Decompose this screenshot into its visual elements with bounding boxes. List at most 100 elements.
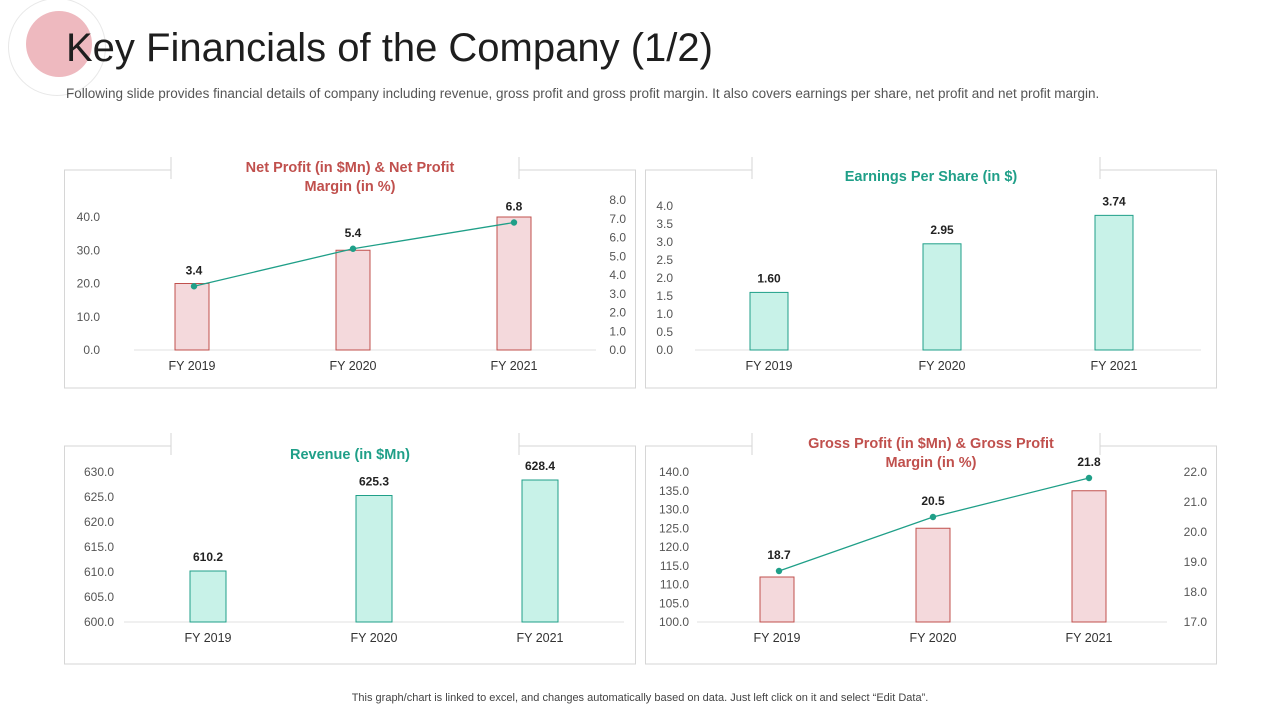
- line-data-label: 20.5: [921, 494, 945, 508]
- x-tick-label: FY 2020: [909, 631, 956, 645]
- net-profit-chart[interactable]: Net Profit (in $Mn) & Net Profit Margin (…: [64, 156, 636, 389]
- line-data-label: 6.8: [506, 200, 523, 214]
- chart-frame: [64, 445, 636, 665]
- gross-profit-chart[interactable]: Gross Profit (in $Mn) & Gross Profit Marg…: [645, 432, 1217, 665]
- net-profit-chart-panel[interactable]: Net Profit (in $Mn) & Net Profit Margin (…: [64, 156, 636, 389]
- y-tick-label: 2.5: [656, 253, 673, 267]
- eps-chart[interactable]: Earnings Per Share (in $) 0.0 0.5 1.0 1.5 2.0…: [645, 156, 1217, 389]
- bar: [1094, 214, 1134, 351]
- revenue-chart[interactable]: Revenue (in $Mn) 600.0 605.0 610.0 615.0 620.…: [64, 432, 636, 665]
- bar-data-label: 625.3: [359, 475, 389, 489]
- bar: [174, 283, 210, 351]
- y-tick-label: 0.5: [656, 325, 673, 339]
- page-subtitle: Following slide provides financial detai…: [66, 86, 1100, 101]
- chart-title: Net Profit (in $Mn) & Net Profit: [246, 160, 455, 176]
- y2-tick-label: 22.0: [1184, 465, 1208, 479]
- y-tick-label: 610.0: [84, 565, 114, 579]
- bar-data-label: 2.95: [930, 223, 954, 237]
- y-tick-label: 100.0: [659, 615, 689, 629]
- bar-data-label: 3.74: [1102, 194, 1126, 208]
- x-tick-label: FY 2021: [1090, 359, 1137, 373]
- x-tick-label: FY 2021: [516, 631, 563, 645]
- y-tick-label: 10.0: [77, 310, 101, 324]
- bar: [355, 495, 393, 623]
- y-tick-label: 625.0: [84, 490, 114, 504]
- bar: [335, 249, 371, 351]
- y-tick-label: 20.0: [77, 277, 101, 291]
- x-tick-label: FY 2021: [1065, 631, 1112, 645]
- y2-tick-label: 1.0: [609, 324, 626, 338]
- page-title: Key Financials of the Company (1/2): [66, 26, 713, 70]
- y-tick-label: 2.0: [656, 271, 673, 285]
- y2-tick-label: 7.0: [609, 212, 626, 226]
- y-tick-label: 630.0: [84, 465, 114, 479]
- y2-tick-label: 4.0: [609, 268, 626, 282]
- line-data-label: 18.7: [767, 548, 791, 562]
- y-tick-label: 0.0: [83, 343, 100, 357]
- y-tick-label: 3.5: [656, 217, 673, 231]
- y-tick-label: 130.0: [659, 503, 689, 517]
- x-tick-label: FY 2020: [329, 359, 376, 373]
- bar-data-label: 628.4: [525, 459, 555, 473]
- revenue-chart-panel[interactable]: Revenue (in $Mn) 600.0 605.0 610.0 615.0 620.…: [64, 432, 636, 665]
- footer-note: This graph/chart is linked to excel, and…: [351, 692, 929, 704]
- y2-tick-label: 19.0: [1184, 555, 1208, 569]
- y-tick-label: 600.0: [84, 615, 114, 629]
- bar: [915, 527, 951, 623]
- bar: [759, 576, 795, 623]
- y-tick-label: 115.0: [660, 559, 689, 573]
- y2-tick-label: 17.0: [1184, 615, 1208, 629]
- bar-data-label: 1.60: [757, 271, 781, 285]
- line-point: [1085, 474, 1093, 482]
- x-tick-label: FY 2021: [490, 359, 537, 373]
- y-tick-label: 1.5: [656, 289, 673, 303]
- y2-tick-label: 3.0: [609, 287, 626, 301]
- bar: [922, 243, 962, 351]
- bar: [749, 291, 789, 351]
- decorative-circle: [26, 11, 92, 77]
- y-tick-label: 110.0: [660, 578, 689, 592]
- y2-tick-label: 18.0: [1184, 585, 1208, 599]
- x-tick-label: FY 2020: [350, 631, 397, 645]
- bar: [189, 570, 227, 623]
- y-tick-label: 605.0: [84, 590, 114, 604]
- y2-tick-label: 6.0: [609, 231, 626, 245]
- y2-tick-label: 8.0: [609, 193, 626, 207]
- chart-title: Gross Profit (in $Mn) & Gross Profit: [808, 436, 1054, 452]
- chart-frame: [645, 169, 1217, 389]
- chart-frame: [645, 445, 1217, 665]
- line-point: [510, 219, 518, 226]
- chart-frame: [64, 169, 636, 389]
- y-tick-label: 140.0: [659, 465, 689, 479]
- line-data-label: 5.4: [345, 226, 362, 240]
- chart-title: Margin (in %): [304, 179, 395, 195]
- y-tick-label: 120.0: [659, 540, 689, 554]
- x-tick-label: FY 2019: [184, 631, 231, 645]
- bar: [1071, 490, 1107, 623]
- gross-profit-chart-panel[interactable]: Gross Profit (in $Mn) & Gross Profit Marg…: [645, 432, 1217, 665]
- x-tick-label: FY 2019: [753, 631, 800, 645]
- line-point: [190, 283, 198, 290]
- line-point: [929, 513, 937, 521]
- y-tick-label: 135.0: [659, 484, 689, 498]
- y2-tick-label: 20.0: [1184, 525, 1208, 539]
- y2-tick-label: 2.0: [609, 306, 626, 320]
- y-tick-label: 105.0: [659, 596, 689, 610]
- bar: [521, 479, 559, 623]
- eps-chart-panel[interactable]: Earnings Per Share (in $) 0.0 0.5 1.0 1.5 2.0…: [645, 156, 1217, 389]
- line-data-label: 3.4: [186, 263, 203, 277]
- y2-tick-label: 21.0: [1184, 495, 1208, 509]
- y-tick-label: 4.0: [656, 199, 673, 213]
- line-point: [775, 567, 783, 575]
- y-tick-label: 1.0: [656, 307, 673, 321]
- x-tick-label: FY 2019: [745, 359, 792, 373]
- y-tick-label: 615.0: [84, 540, 114, 554]
- x-tick-label: FY 2019: [168, 359, 215, 373]
- y-tick-label: 40.0: [77, 210, 101, 224]
- y-tick-label: 0.0: [656, 343, 673, 357]
- y-tick-label: 30.0: [77, 243, 101, 257]
- bar: [496, 216, 532, 351]
- chart-title: Revenue (in $Mn): [290, 447, 410, 463]
- y-tick-label: 3.0: [656, 235, 673, 249]
- y2-tick-label: 0.0: [609, 343, 626, 357]
